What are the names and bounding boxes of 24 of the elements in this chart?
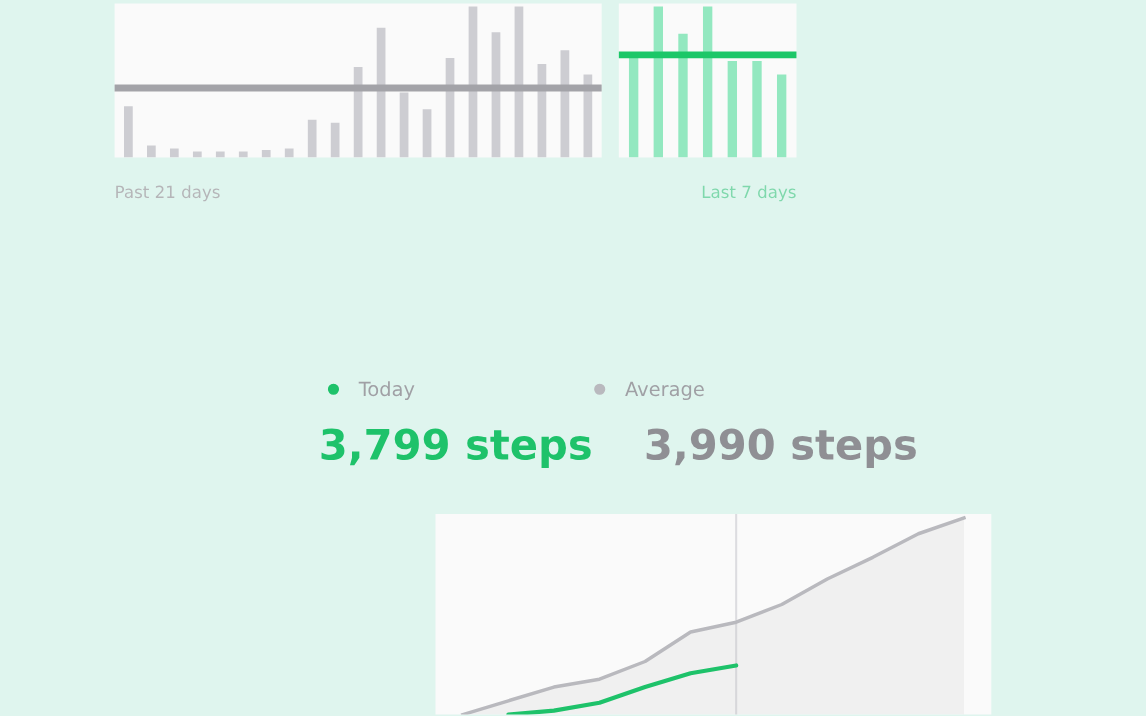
bar (702, 6, 713, 158)
text: 3,799 steps (321, 428, 591, 469)
bar (653, 6, 663, 158)
bar (399, 92, 409, 158)
bar (192, 151, 202, 158)
bar (307, 119, 317, 158)
bar (752, 60, 762, 158)
bar (776, 74, 787, 158)
bar (146, 145, 156, 158)
bar (422, 109, 432, 158)
bar (330, 122, 340, 158)
text: Past 21 days (116, 185, 220, 202)
bar (169, 148, 179, 158)
text: 3,990 steps (646, 428, 916, 469)
bar (238, 151, 248, 158)
bar (261, 149, 271, 158)
legend-label: Today (358, 381, 415, 401)
bar (678, 33, 688, 158)
bar (124, 106, 133, 158)
text: Last 7 days (702, 185, 796, 202)
bar (215, 151, 225, 158)
bar (284, 148, 294, 158)
bar (727, 60, 738, 158)
legend-label: Average (625, 381, 704, 401)
